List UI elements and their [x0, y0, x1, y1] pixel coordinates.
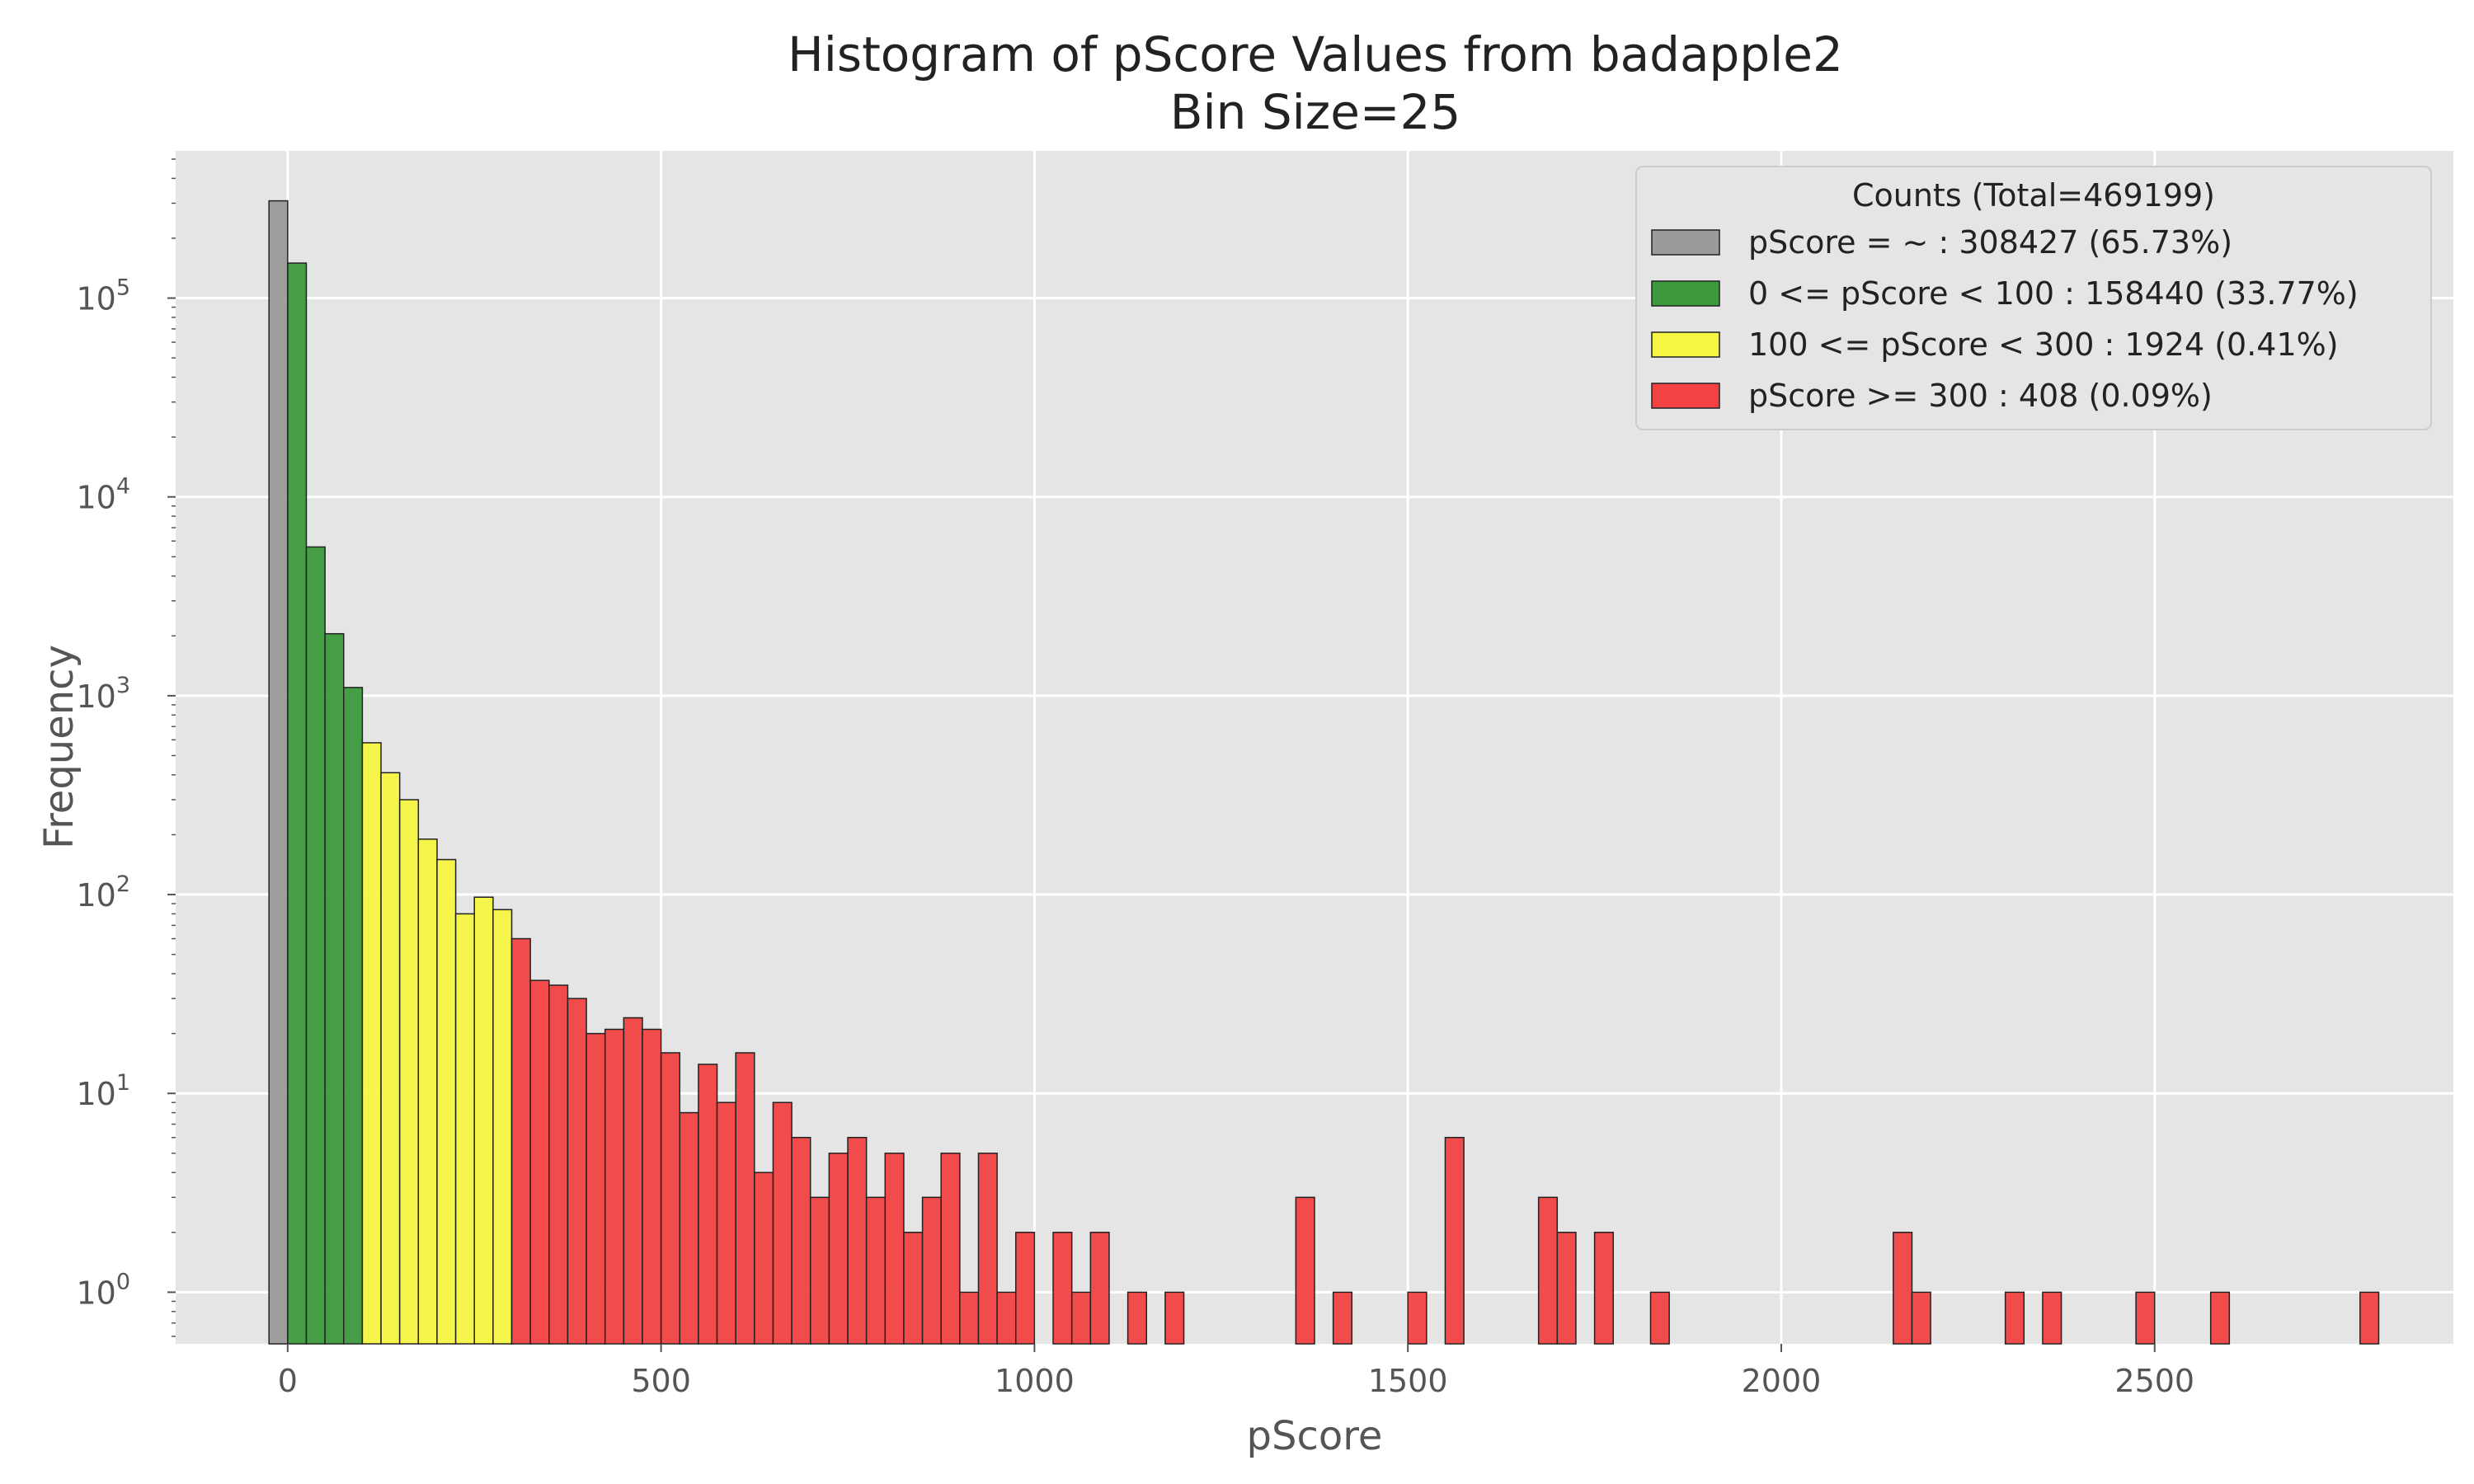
histogram-bar [623, 1017, 643, 1345]
histogram-bar [361, 742, 382, 1345]
histogram-bar [884, 1153, 905, 1345]
x-tick-label: 500 [631, 1363, 691, 1399]
histogram-bar [903, 1232, 924, 1345]
histogram-bar [343, 687, 364, 1345]
legend-swatch [1651, 280, 1720, 307]
histogram-bar [380, 772, 401, 1345]
histogram-bar [1052, 1232, 1073, 1345]
histogram-bar [1332, 1291, 1353, 1345]
histogram-bar [604, 1028, 625, 1345]
histogram-bar [1893, 1232, 1913, 1345]
legend-swatch [1651, 331, 1720, 358]
histogram-bar [1556, 1232, 1577, 1345]
legend-title: Counts (Total=469199) [1852, 177, 2215, 214]
legend: Counts (Total=469199) pScore = ~ : 30842… [1635, 166, 2432, 430]
histogram-bar [959, 1291, 980, 1345]
histogram-bar [436, 858, 457, 1345]
histogram-bar [2004, 1291, 2025, 1345]
histogram-bar [2042, 1291, 2062, 1345]
histogram-bar [454, 913, 475, 1345]
histogram-bar [679, 1111, 699, 1345]
x-tick-label: 1500 [1368, 1363, 1448, 1399]
histogram-bar [1295, 1196, 1315, 1345]
histogram-bar [2359, 1291, 2380, 1345]
x-axis-label: pScore [1247, 1413, 1383, 1459]
histogram-bar [735, 1052, 755, 1345]
histogram-bar [977, 1153, 998, 1345]
legend-swatch [1651, 229, 1720, 256]
histogram-bar [1126, 1291, 1147, 1345]
y-tick-label: 102 [76, 871, 130, 913]
y-tick-label: 101 [76, 1070, 130, 1112]
histogram-bar [510, 937, 531, 1345]
chart-subtitle: Bin Size=25 [1170, 84, 1461, 140]
histogram-bar [324, 632, 345, 1345]
histogram-bar [268, 200, 289, 1345]
histogram-bar [1911, 1291, 1931, 1345]
histogram-bar [1593, 1232, 1614, 1345]
histogram-bar [1089, 1232, 1110, 1345]
y-tick-label: 105 [76, 275, 130, 317]
histogram-bar [287, 262, 308, 1345]
histogram-bar [2135, 1291, 2156, 1345]
histogram-bar [2209, 1291, 2231, 1345]
histogram-bar [398, 799, 420, 1345]
histogram-bar [305, 546, 326, 1345]
histogram-bar [754, 1172, 774, 1345]
histogram-bar [1537, 1196, 1559, 1345]
y-tick-label: 104 [76, 474, 130, 516]
histogram-bar [417, 838, 438, 1345]
legend-entry-label: 0 <= pScore < 100 : 158440 (33.77%) [1748, 275, 2359, 312]
histogram-bar [791, 1136, 811, 1345]
x-axis-ticks: 0 500 1000 1500 2000 2500 [278, 1344, 2194, 1399]
histogram-bar [529, 979, 550, 1345]
histogram-bar [996, 1291, 1017, 1345]
histogram-bar [473, 896, 494, 1345]
y-tick-label: 100 [76, 1269, 130, 1311]
histogram-bar [940, 1153, 961, 1345]
histogram-bar [847, 1136, 868, 1345]
histogram-bar [1444, 1136, 1465, 1345]
x-tick-label: 2000 [1742, 1363, 1822, 1399]
histogram-bars [268, 200, 2380, 1345]
histogram-bar [828, 1153, 849, 1345]
histogram-bar [1649, 1291, 1670, 1345]
x-tick-label: 1000 [995, 1363, 1075, 1399]
histogram-bar [716, 1101, 736, 1345]
legend-entry-label: pScore = ~ : 308427 (65.73%) [1748, 224, 2232, 261]
legend-swatch [1651, 383, 1720, 409]
y-axis-ticks: 100 101 102 103 104 105 [76, 158, 176, 1337]
legend-entry-label: pScore >= 300 : 408 (0.09%) [1748, 378, 2213, 414]
legend-box [1635, 166, 2432, 430]
legend-entry-label: 100 <= pScore < 300 : 1924 (0.41%) [1748, 326, 2339, 363]
histogram-bar [698, 1064, 718, 1345]
chart-title: Histogram of pScore Values from badapple… [788, 26, 1843, 82]
histogram-bar [809, 1196, 830, 1345]
x-tick-label: 0 [278, 1363, 298, 1399]
histogram-bar [567, 998, 587, 1345]
histogram-bar [642, 1028, 662, 1345]
histogram-bar [1070, 1291, 1092, 1345]
histogram-bar [772, 1101, 793, 1345]
histogram-bar [586, 1032, 606, 1345]
histogram-bar [548, 984, 569, 1345]
histogram-bar [921, 1196, 942, 1345]
histogram-bar [660, 1052, 681, 1345]
histogram-bar [1164, 1291, 1185, 1345]
x-tick-label: 2500 [2114, 1363, 2194, 1399]
histogram-bar [1407, 1291, 1427, 1345]
histogram-bar [865, 1196, 887, 1345]
y-axis-label: Frequency [36, 645, 82, 849]
y-tick-label: 103 [76, 673, 130, 715]
histogram-bar [492, 909, 513, 1345]
histogram-bar [1015, 1232, 1036, 1345]
